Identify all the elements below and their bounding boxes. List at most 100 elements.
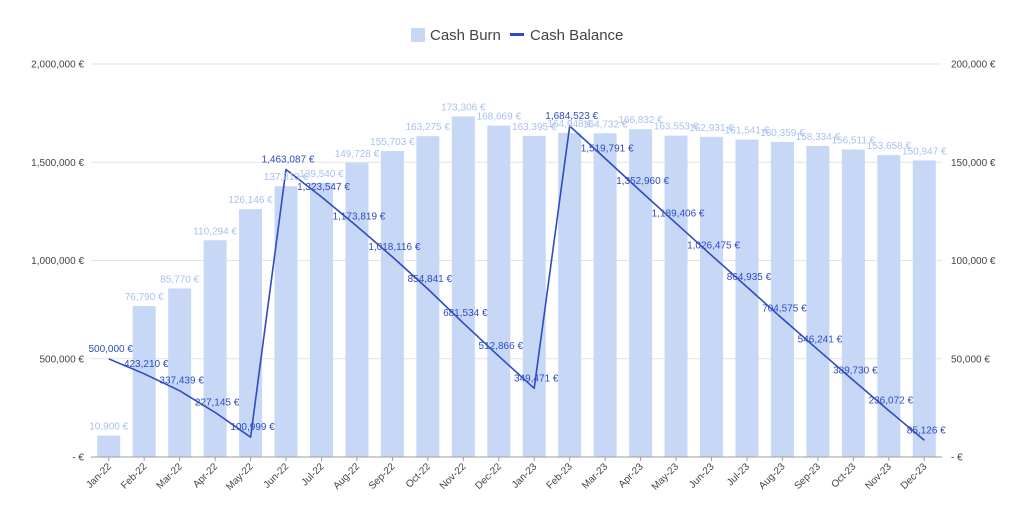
- bar-label-aug-23: 160,359 €: [760, 128, 805, 139]
- legend-label-cash-burn: Cash Burn: [430, 27, 501, 44]
- x-tick-label-aug-23: Aug-23: [757, 461, 788, 492]
- bar-apr-22: [203, 240, 227, 457]
- bar-label-jan-22: 10,900 €: [89, 422, 128, 433]
- line-label-mar-22: 337,439 €: [159, 376, 204, 387]
- bar-nov-22: [451, 116, 475, 458]
- line-label-apr-22: 227,145 €: [195, 397, 240, 408]
- bar-label-may-22: 126,146 €: [228, 195, 273, 206]
- bar-label-nov-23: 153,658 €: [867, 141, 912, 152]
- line-label-feb-23: 1,684,523 €: [545, 111, 598, 122]
- cash-balance-line: [108, 125, 925, 441]
- bar-label-mar-23: 164,732 €: [583, 119, 628, 130]
- bar-jan-22: [97, 435, 121, 457]
- x-tick-label-nov-23: Nov-23: [863, 461, 894, 492]
- bar-label-jul-22: 139,540 €: [299, 169, 344, 180]
- left-axis-tick-label: 2,000,000 €: [31, 60, 84, 71]
- right-axis-tick-label: - €: [951, 453, 963, 464]
- bar-jan-23: [522, 135, 546, 457]
- legend-label-cash-balance: Cash Balance: [530, 27, 623, 44]
- x-tick-label-dec-22: Dec-22: [473, 461, 504, 492]
- bar-sep-22: [380, 151, 404, 457]
- bar-label-feb-23: 164,948 €: [547, 119, 592, 130]
- x-tick-label-oct-22: Oct-22: [404, 461, 433, 490]
- x-tick-label-oct-23: Oct-23: [829, 461, 858, 490]
- bar-label-aug-22: 149,728 €: [335, 149, 380, 160]
- x-tick-label-nov-22: Nov-22: [438, 461, 469, 492]
- left-axis-tick-label: 500,000 €: [40, 354, 85, 365]
- line-label-mar-23: 1,519,791 €: [581, 143, 634, 154]
- line-label-sep-22: 1,018,116 €: [368, 242, 421, 253]
- line-label-nov-23: 236,072 €: [869, 396, 914, 407]
- line-label-nov-22: 681,534 €: [443, 308, 488, 319]
- bar-label-jun-23: 162,931 €: [689, 123, 734, 134]
- bar-jun-23: [700, 136, 724, 458]
- bar-aug-22: [345, 162, 369, 457]
- bar-label-apr-22: 110,294 €: [193, 226, 237, 237]
- bar-mar-22: [168, 288, 192, 457]
- gridlines: [91, 63, 942, 360]
- line-label-oct-23: 389,730 €: [833, 365, 878, 376]
- bar-dec-23: [912, 160, 936, 457]
- line-label-jan-23: 349,471 €: [514, 373, 559, 384]
- bar-sep-23: [806, 145, 830, 457]
- x-tick-label-feb-22: Feb-22: [119, 461, 149, 491]
- x-tick-label-mar-22: Mar-22: [155, 461, 185, 491]
- x-tick-label-dec-23: Dec-23: [899, 461, 930, 492]
- bar-label-sep-23: 158,334 €: [796, 132, 841, 143]
- left-axis-tick-label: - €: [72, 453, 84, 464]
- bar-label-mar-22: 85,770 €: [160, 274, 199, 285]
- line-label-sep-23: 546,241 €: [798, 335, 843, 346]
- x-tick-label-feb-23: Feb-23: [545, 461, 575, 491]
- x-tick-label-mar-23: Mar-23: [580, 461, 610, 491]
- x-tick-label-apr-22: Apr-22: [191, 461, 220, 490]
- right-axis-tick-label: 100,000 €: [951, 256, 996, 267]
- right-axis-tick-label: 200,000 €: [951, 60, 996, 71]
- line-label-feb-22: 423,210 €: [124, 359, 169, 370]
- left-axis-tick-label: 1,500,000 €: [31, 158, 84, 169]
- x-tick-label-may-22: May-22: [224, 461, 256, 493]
- line-label-dec-22: 512,866 €: [479, 341, 524, 352]
- line-label-dec-23: 85,126 €: [907, 425, 946, 436]
- data-labels: 10,900 € 76,790 € 85,770 € 110,294 € 126,146…: [88, 102, 946, 436]
- line-label-jun-22: 1,463,087 €: [262, 155, 315, 166]
- bar-may-23: [664, 135, 688, 458]
- bar-jun-22: [274, 186, 298, 457]
- x-tick-label-jul-23: Jul-23: [725, 461, 752, 488]
- bar-aug-23: [770, 141, 794, 457]
- bar-label-feb-22: 76,790 €: [125, 292, 164, 303]
- right-axis-tick-label: 50,000 €: [951, 354, 990, 365]
- bar-label-apr-23: 166,832 €: [618, 115, 663, 126]
- bar-label-oct-23: 156,511 €: [831, 135, 875, 146]
- line-label-jul-23: 864,935 €: [727, 272, 772, 283]
- bar-apr-23: [629, 129, 653, 458]
- line-label-jul-22: 1,323,547 €: [297, 182, 350, 193]
- x-tick-label-sep-23: Sep-23: [792, 461, 823, 492]
- x-tick-label-may-23: May-23: [650, 461, 682, 493]
- line-label-may-23: 1,189,406 €: [652, 208, 705, 219]
- cash-burn-bars: [97, 116, 936, 458]
- bar-label-dec-22: 168,669 €: [477, 112, 522, 123]
- bar-label-jun-22: 137,813 €: [264, 172, 309, 183]
- line-label-may-22: 100,999 €: [230, 422, 275, 433]
- bar-label-nov-22: 173,306 €: [441, 102, 486, 113]
- bar-label-jul-23: 161,541 €: [725, 126, 770, 137]
- bar-mar-23: [593, 133, 617, 457]
- bar-oct-23: [841, 149, 865, 458]
- left-axis-tick-label: 1,000,000 €: [31, 256, 84, 267]
- bar-dec-22: [487, 125, 511, 457]
- legend: Cash Burn Cash Balance: [411, 27, 623, 44]
- bar-feb-22: [132, 306, 156, 457]
- x-tick-label-jul-22: Jul-22: [300, 461, 327, 488]
- cash-balance-polyline: [108, 125, 925, 441]
- x-tick-label-sep-22: Sep-22: [367, 461, 398, 492]
- x-tick-label-jan-22: Jan-22: [84, 461, 114, 491]
- bar-may-22: [239, 209, 263, 457]
- line-label-apr-23: 1,352,960 €: [616, 176, 669, 187]
- bar-label-jan-23: 163,395 €: [512, 122, 557, 133]
- bar-nov-23: [877, 155, 901, 458]
- line-label-oct-22: 854,841 €: [408, 274, 453, 285]
- legend-swatch-cash-balance: [510, 33, 524, 36]
- bar-label-may-23: 163,553 €: [654, 122, 699, 133]
- bar-label-oct-22: 163,275 €: [406, 122, 451, 133]
